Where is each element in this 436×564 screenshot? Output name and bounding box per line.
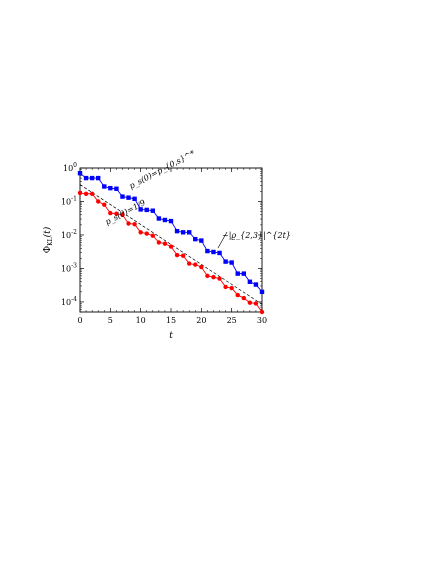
data-point-circle	[193, 262, 198, 267]
series-line-1	[79, 192, 263, 313]
data-point-circle	[126, 221, 131, 226]
y-axis-label-arg: (t)	[42, 226, 53, 237]
y-axis-label: ΦKL(t)	[42, 226, 54, 253]
data-point-square	[247, 279, 253, 284]
data-point-circle	[150, 233, 155, 238]
data-point-square	[102, 184, 107, 189]
data-point-circle	[180, 253, 186, 258]
data-point-square	[223, 259, 228, 264]
data-point-circle	[199, 264, 204, 270]
data-point-circle	[132, 221, 137, 227]
x-tick-label: 0	[77, 316, 82, 325]
data-point-circle	[174, 252, 180, 258]
y-tick-label: 10-1	[61, 195, 77, 206]
data-point-circle	[96, 199, 101, 204]
data-point-square	[229, 260, 234, 265]
data-point-circle	[235, 292, 240, 298]
data-point-square	[174, 228, 180, 234]
data-point-square	[108, 185, 113, 191]
data-point-circle	[120, 212, 125, 218]
data-point-circle	[168, 244, 174, 249]
data-point-circle	[138, 230, 143, 235]
data-point-square	[217, 250, 222, 256]
data-point-square	[77, 170, 83, 176]
x-tick-label: 5	[108, 316, 113, 325]
data-point-square	[162, 217, 168, 223]
data-point-circle	[223, 284, 228, 290]
data-point-circle	[229, 285, 234, 291]
x-tick-label: 30	[257, 316, 267, 325]
data-point-circle	[77, 190, 83, 196]
data-point-circle	[83, 191, 89, 196]
y-axis-label-main: Φ	[43, 246, 53, 253]
data-point-square	[235, 271, 240, 276]
data-point-circle	[247, 300, 253, 305]
data-point-circle	[108, 210, 113, 216]
data-point-circle	[187, 261, 192, 266]
data-point-circle	[162, 241, 168, 246]
data-point-square	[114, 186, 119, 191]
data-point-square	[150, 208, 155, 213]
data-point-circle	[114, 211, 119, 216]
annotation-reference-pointer	[217, 231, 228, 249]
x-tick-label: 10	[136, 316, 146, 325]
data-point-square	[259, 289, 265, 295]
y-tick-label: 10-2	[61, 229, 77, 240]
x-tick-label: 25	[227, 316, 237, 325]
data-point-square	[241, 271, 246, 276]
x-tick-label: 15	[166, 316, 176, 325]
annotation-reference: ~|ϱ_{2,3}|^{2t}	[222, 231, 291, 240]
y-tick-label: 100	[63, 162, 77, 173]
data-point-circle	[241, 295, 246, 301]
data-point-square	[156, 216, 162, 221]
reference-line	[79, 184, 263, 305]
data-point-square	[199, 238, 204, 243]
plot-area: 0 5 10 15 20 25 30 100 10-1 10-2 10-3 10-4	[61, 162, 267, 325]
data-point-circle	[156, 240, 162, 245]
data-point-circle	[259, 309, 265, 315]
reference-dashed-line	[79, 184, 263, 305]
data-point-square	[132, 196, 137, 202]
data-point-circle	[205, 273, 210, 279]
data-point-square	[193, 236, 198, 242]
data-point-square	[138, 207, 143, 212]
data-point-square	[180, 230, 186, 235]
y-axis-label-sub: KL	[47, 237, 54, 245]
data-point-circle	[211, 274, 216, 280]
data-point-square	[187, 230, 192, 235]
data-point-square	[96, 175, 101, 181]
annotation-blue-text: p_s(0)=p_{0,s}^*	[128, 149, 197, 191]
y-tick-label: 10-3	[61, 262, 77, 273]
data-point-square	[83, 175, 89, 181]
data-point-circle	[217, 276, 222, 281]
y-tick-label: 10-4	[61, 296, 77, 307]
data-point-square	[120, 194, 125, 199]
data-point-circle	[253, 301, 259, 306]
data-point-square	[144, 207, 149, 213]
data-point-square	[211, 249, 216, 255]
x-ticks: 0 5 10 15 20 25 30	[77, 168, 267, 325]
data-point-circle	[102, 202, 107, 207]
data-point-square	[89, 175, 95, 181]
series-group	[77, 170, 265, 315]
annotation-reference-text: ~|ϱ_{2,3}|^{2t}	[222, 231, 291, 240]
data-point-square	[253, 282, 259, 287]
data-point-square	[168, 218, 174, 224]
plot-frame	[79, 167, 263, 313]
x-axis-label: t	[169, 331, 173, 341]
data-point-circle	[144, 231, 149, 236]
annotation-blue-series: p_s(0)=p_{0,s}^*	[128, 149, 197, 191]
x-tick-label: 20	[196, 316, 206, 325]
data-point-square	[205, 248, 210, 254]
data-point-circle	[89, 191, 95, 196]
data-point-square	[126, 195, 131, 200]
